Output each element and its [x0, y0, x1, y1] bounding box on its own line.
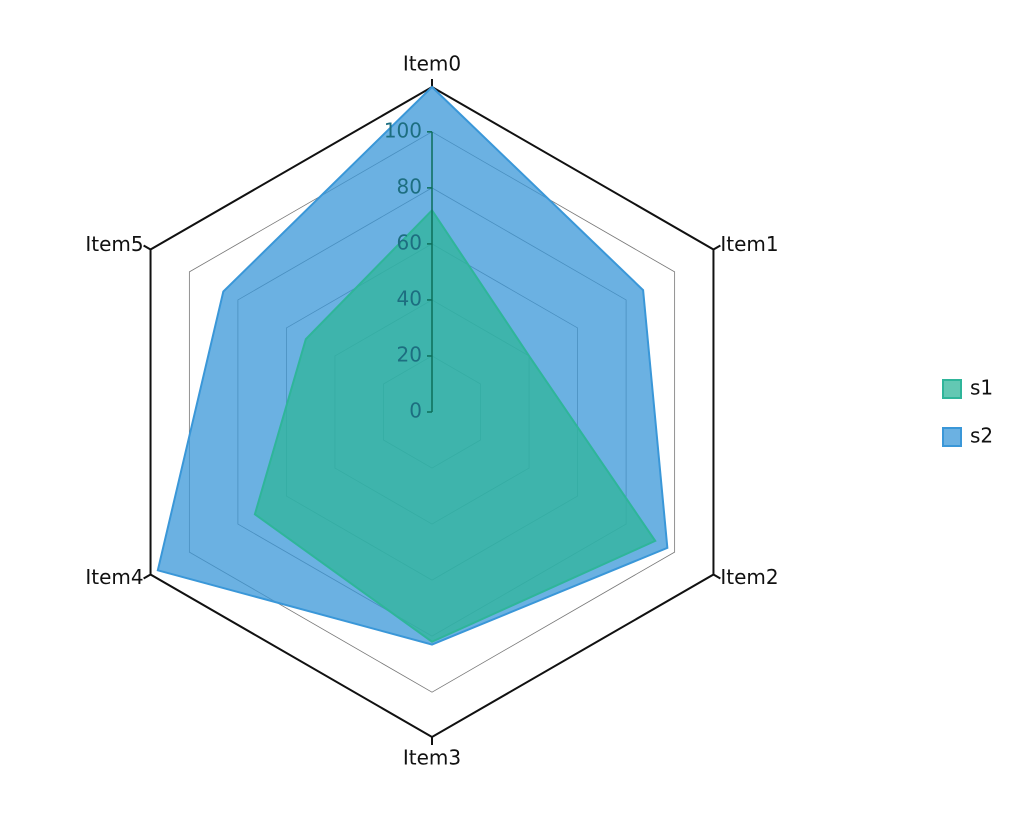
grid-ring: [188, 131, 676, 693]
category-label: Item0: [403, 52, 461, 76]
legend-label: s1: [970, 376, 993, 400]
category-label: Item4: [85, 565, 143, 589]
y-tick-label: 0: [409, 399, 422, 423]
category-label: Item1: [720, 232, 778, 256]
y-tick-label: 20: [397, 342, 422, 366]
spoke-tick: [143, 573, 152, 580]
spoke-tick: [143, 244, 152, 251]
spoke-tick: [712, 244, 721, 251]
category-label: Item3: [403, 746, 461, 770]
y-tick-label: 100: [384, 118, 422, 142]
series-area: [253, 208, 657, 643]
category-label: Item5: [85, 232, 143, 256]
spoke-tick: [712, 573, 721, 580]
y-tick-label: 80: [397, 174, 422, 198]
y-tick-label: 40: [397, 286, 422, 310]
legend-swatch: [942, 379, 962, 399]
category-label: Item2: [720, 565, 778, 589]
legend-swatch: [942, 427, 962, 447]
y-tick-label: 60: [397, 230, 422, 254]
legend-label: s2: [970, 424, 993, 448]
